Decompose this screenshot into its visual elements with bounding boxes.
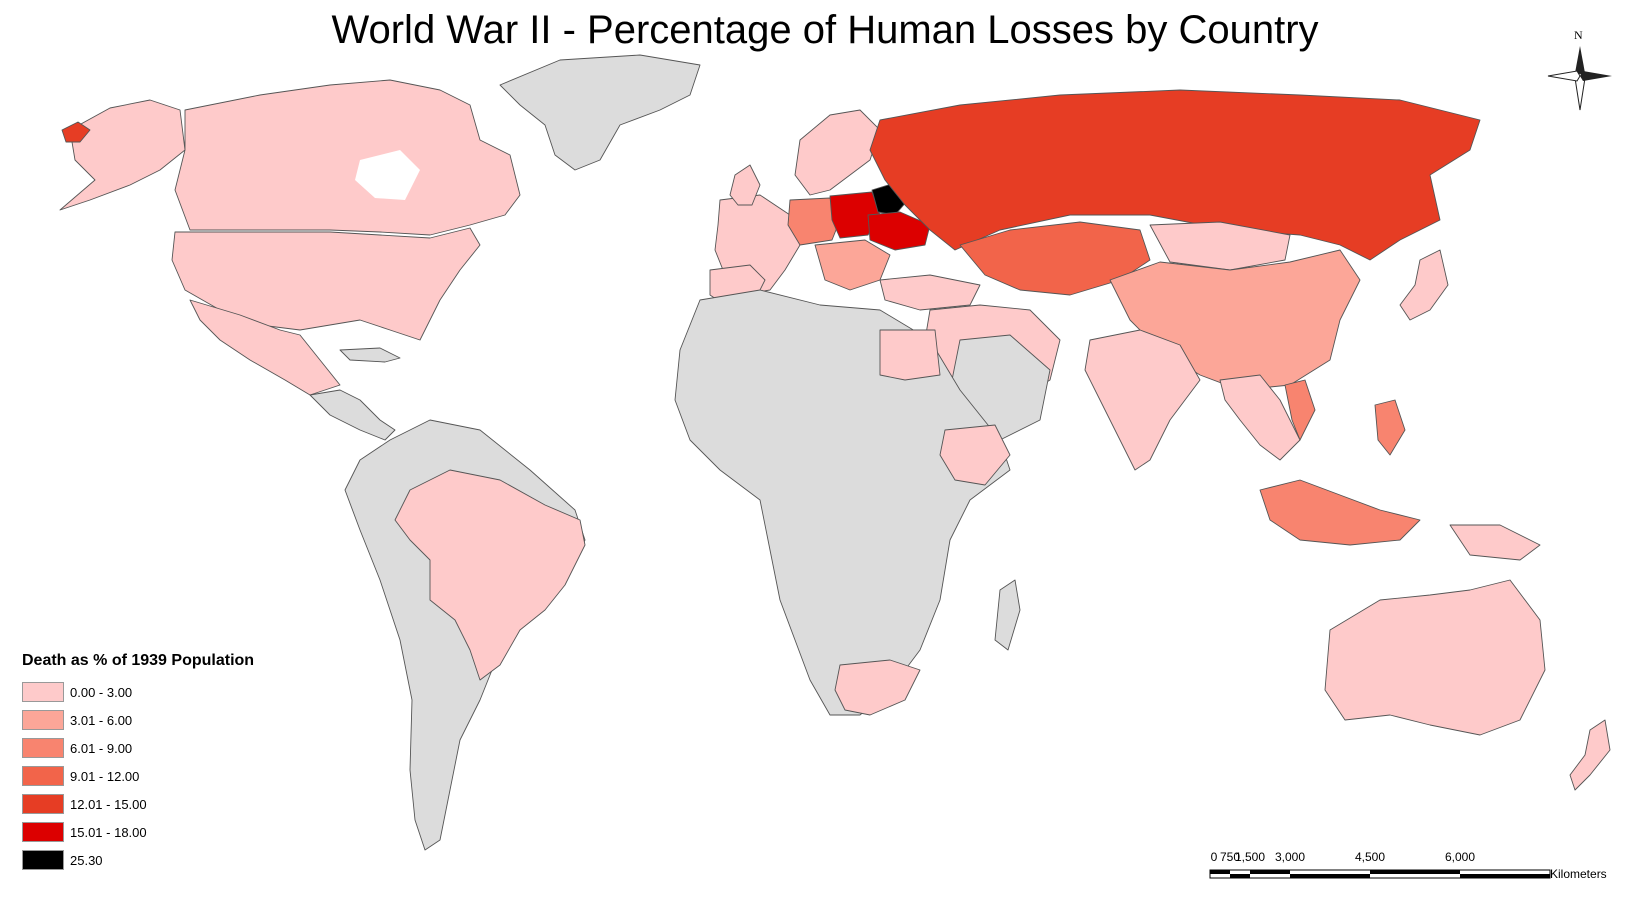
legend-swatch bbox=[22, 766, 64, 786]
south-africa bbox=[834, 659, 921, 716]
alaska bbox=[59, 99, 186, 211]
egypt bbox=[879, 329, 941, 381]
legend-row: 9.01 - 12.00 bbox=[22, 762, 322, 790]
central-america bbox=[309, 389, 396, 441]
legend-swatch bbox=[22, 850, 64, 870]
turkey bbox=[879, 274, 981, 311]
legend-label: 15.01 - 18.00 bbox=[70, 824, 147, 840]
legend-title: Death as % of 1939 Population bbox=[22, 652, 255, 669]
legend-row: 3.01 - 6.00 bbox=[22, 706, 322, 734]
russia bbox=[869, 89, 1481, 261]
scale-tick-label: 3,000 bbox=[1274, 850, 1306, 864]
new-zealand bbox=[1569, 719, 1611, 791]
scale-tick-label: 750 bbox=[1219, 850, 1241, 864]
legend-row: 25.30 bbox=[22, 846, 322, 874]
australia bbox=[1324, 579, 1546, 736]
legend-swatch bbox=[22, 738, 64, 758]
india bbox=[1084, 329, 1201, 471]
indonesia bbox=[1259, 479, 1421, 546]
legend-label: 12.01 - 15.00 bbox=[70, 796, 147, 812]
legend-label: 0.00 - 3.00 bbox=[70, 684, 133, 700]
ethiopia bbox=[939, 424, 1011, 486]
legend-row: 15.01 - 18.00 bbox=[22, 818, 322, 846]
scale-bar: 0 750 1,500 3,000 4,500 6,000 Kilometers bbox=[1200, 850, 1630, 890]
legend-swatch bbox=[22, 710, 64, 730]
mexico bbox=[189, 299, 341, 396]
ukraine bbox=[867, 211, 931, 251]
brazil bbox=[394, 469, 586, 681]
mongolia bbox=[1149, 221, 1291, 271]
legend-swatch bbox=[22, 682, 64, 702]
legend-row: 12.01 - 15.00 bbox=[22, 790, 322, 818]
legend-row: 6.01 - 9.00 bbox=[22, 734, 322, 762]
scale-unit-label: Kilometers bbox=[1550, 867, 1607, 881]
legend-rows: 0.00 - 3.00 3.01 - 6.00 6.01 - 9.00 9.01 - … bbox=[22, 678, 322, 874]
cuba bbox=[339, 347, 401, 363]
scale-tick-label: 0 bbox=[1210, 850, 1218, 864]
philippines bbox=[1374, 399, 1406, 456]
scandinavia bbox=[794, 109, 881, 196]
scale-tick-label: 1,500 bbox=[1234, 850, 1266, 864]
legend-label: 3.01 - 6.00 bbox=[70, 712, 133, 728]
madagascar bbox=[994, 579, 1021, 651]
canada bbox=[174, 79, 521, 236]
compass-rose-icon bbox=[1547, 46, 1612, 111]
legend-swatch bbox=[22, 794, 64, 814]
vietnam bbox=[1284, 379, 1316, 441]
attu-island bbox=[61, 121, 91, 143]
map-title: World War II - Percentage of Human Losse… bbox=[331, 8, 1319, 52]
legend-row: 0.00 - 3.00 bbox=[22, 678, 322, 706]
legend-label: 25.30 bbox=[70, 852, 103, 868]
scale-tick-label: 4,500 bbox=[1354, 850, 1386, 864]
legend-swatch bbox=[22, 822, 64, 842]
japan bbox=[1399, 249, 1449, 321]
united-kingdom bbox=[729, 164, 761, 206]
north-arrow: N bbox=[1540, 28, 1620, 118]
map-legend: Death as % of 1939 Population 0.00 - 3.0… bbox=[22, 652, 322, 874]
legend-label: 9.01 - 12.00 bbox=[70, 768, 140, 784]
southeast-asia bbox=[1219, 374, 1301, 461]
north-label: N bbox=[1574, 28, 1583, 42]
scale-tick-label: 6,000 bbox=[1444, 850, 1476, 864]
poland bbox=[829, 191, 881, 239]
scale-bar-graphic bbox=[1209, 869, 1551, 879]
central-asia bbox=[959, 221, 1151, 296]
new-guinea bbox=[1449, 524, 1541, 561]
hudson-bay bbox=[355, 150, 420, 200]
legend-label: 6.01 - 9.00 bbox=[70, 740, 133, 756]
greenland bbox=[499, 54, 701, 171]
balkans bbox=[814, 239, 891, 291]
